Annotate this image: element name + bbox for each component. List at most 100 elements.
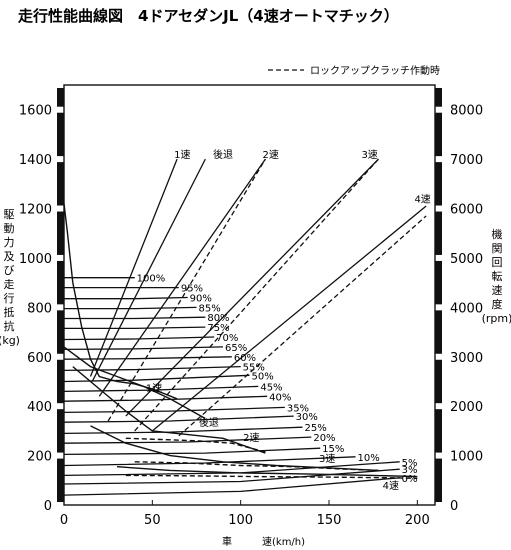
resistance-label: 50% bbox=[252, 371, 274, 382]
right-axis-bar-segment bbox=[435, 88, 442, 107]
gear-annotation: 後退 bbox=[199, 416, 219, 429]
legend: ロックアップクラッチ作動時 bbox=[268, 64, 440, 77]
y2-axis-label-char: (rpm) bbox=[482, 312, 511, 325]
y-tick-label: 800 bbox=[27, 301, 52, 316]
engine-speed-line bbox=[98, 158, 266, 397]
gear-annotation: 3速 bbox=[319, 453, 335, 465]
right-axis-bar-segment bbox=[435, 162, 442, 206]
y2-axis-label-char: 転 bbox=[492, 270, 503, 283]
y2-tick-label: 4000 bbox=[450, 301, 483, 316]
right-axis-bar-segment bbox=[435, 211, 442, 255]
legend-label: ロックアップクラッチ作動時 bbox=[310, 64, 440, 77]
right-axis-bar-segment bbox=[435, 310, 442, 354]
left-axis-bar-segment bbox=[57, 162, 64, 206]
y-axis-label-char: 動 bbox=[4, 221, 15, 235]
engine-speed-line bbox=[134, 158, 379, 432]
resistance-label: 30% bbox=[296, 412, 318, 423]
y-axis-label-char: 走 bbox=[4, 278, 15, 291]
y-axis-label-char: 力 bbox=[4, 236, 15, 249]
engine-speed-line bbox=[178, 215, 427, 437]
y-axis-label-char: 行 bbox=[4, 292, 15, 305]
axes: 0200400600800100012001400160001000200030… bbox=[0, 88, 511, 528]
engine-speed-lines bbox=[89, 158, 427, 437]
engine-speed-line bbox=[89, 158, 178, 377]
gear-annotation: 4速 bbox=[383, 480, 399, 492]
resistance-curve bbox=[63, 365, 241, 372]
left-axis-bar-segment bbox=[57, 88, 64, 107]
engine-speed-line bbox=[91, 158, 206, 382]
resistance-label: 35% bbox=[287, 403, 309, 414]
left-axis-bar-segment bbox=[57, 409, 64, 453]
engine-speed-line bbox=[151, 205, 427, 432]
resistance-label: 85% bbox=[199, 303, 221, 314]
y2-axis-label-char: 関 bbox=[492, 242, 503, 255]
y-axis-label-char: 及 bbox=[4, 250, 15, 263]
y-axis-label-char: び bbox=[4, 264, 15, 277]
gear-annotation: 3速 bbox=[361, 149, 377, 161]
y-tick-label: 1400 bbox=[19, 153, 52, 168]
right-axis-bar-segment bbox=[435, 409, 442, 453]
left-axis-bar-segment bbox=[57, 359, 64, 404]
resistance-label: 5% bbox=[402, 458, 418, 469]
y-tick-label: 1200 bbox=[19, 203, 52, 218]
x-axis-label: 車 速(km/h) bbox=[222, 535, 305, 548]
y-tick-label: 1000 bbox=[19, 252, 52, 267]
gear-annotation: 後退 bbox=[213, 148, 233, 161]
resistance-label: 3% bbox=[402, 465, 418, 476]
resistance-curve bbox=[63, 447, 321, 456]
right-axis-bar-segment bbox=[435, 260, 442, 305]
resistance-curve bbox=[63, 415, 294, 423]
gear-annotation: 1速 bbox=[174, 149, 190, 161]
y-axis-label-char: 駆 bbox=[4, 208, 15, 221]
y-tick-label: 400 bbox=[27, 400, 52, 415]
right-axis-bar-segment bbox=[435, 458, 442, 502]
tractive-curve bbox=[116, 466, 418, 478]
tractive-force-curves bbox=[63, 203, 418, 479]
x-tick-label: 0 bbox=[60, 513, 68, 528]
resistance-label: 40% bbox=[269, 392, 291, 403]
resistance-curve bbox=[63, 336, 215, 341]
resistance-label: 15% bbox=[322, 444, 344, 455]
resistance-curve bbox=[63, 395, 268, 402]
y-tick-label: 200 bbox=[27, 450, 52, 465]
tractive-curve bbox=[125, 474, 418, 479]
resistance-curve bbox=[64, 316, 206, 320]
resistance-label: 10% bbox=[358, 453, 380, 464]
right-axis-bar-segment bbox=[435, 359, 442, 404]
resistance-curve bbox=[63, 374, 250, 383]
x-tick-label: 200 bbox=[405, 513, 430, 528]
y-axis-label-char: 抵 bbox=[4, 305, 15, 319]
resistance-label: 25% bbox=[305, 423, 327, 434]
resistance-label: 80% bbox=[207, 313, 229, 324]
left-axis-bar-segment bbox=[57, 310, 64, 354]
resistance-label: 65% bbox=[225, 343, 247, 354]
x-tick-label: 100 bbox=[228, 513, 253, 528]
resistance-label: 60% bbox=[234, 353, 256, 364]
y2-tick-label: 1000 bbox=[450, 450, 483, 465]
resistance-label: 100% bbox=[137, 274, 166, 285]
y2-tick-label: 6000 bbox=[450, 203, 483, 218]
gear-annotation: 2速 bbox=[263, 149, 279, 161]
y2-axis-label-char: 速 bbox=[492, 284, 503, 297]
resistance-label: 70% bbox=[216, 333, 238, 344]
tractive-curve bbox=[134, 461, 379, 472]
tractive-curve bbox=[63, 346, 206, 420]
resistance-label: 45% bbox=[260, 382, 282, 393]
right-axis-bar-segment bbox=[435, 112, 442, 157]
x-tick-label: 50 bbox=[144, 513, 161, 528]
resistance-curve bbox=[63, 436, 312, 444]
resistance-curve bbox=[63, 406, 285, 414]
chart-title: 走行性能曲線図 4ドアセダンJL（4速オートマチック） bbox=[18, 7, 399, 25]
y-tick-label: 1600 bbox=[19, 104, 52, 119]
engine-speed-line bbox=[107, 158, 266, 422]
y2-tick-label: 8000 bbox=[450, 104, 483, 119]
resistance-label: 55% bbox=[243, 363, 265, 374]
y2-tick-label: 3000 bbox=[450, 351, 483, 366]
x-tick-label: 150 bbox=[317, 513, 342, 528]
y-tick-label: 600 bbox=[27, 351, 52, 366]
tractive-curve bbox=[72, 366, 266, 454]
resistance-curve bbox=[64, 326, 206, 330]
y2-axis-label-char: 機 bbox=[492, 227, 503, 241]
left-axis-bar-segment bbox=[57, 211, 64, 255]
